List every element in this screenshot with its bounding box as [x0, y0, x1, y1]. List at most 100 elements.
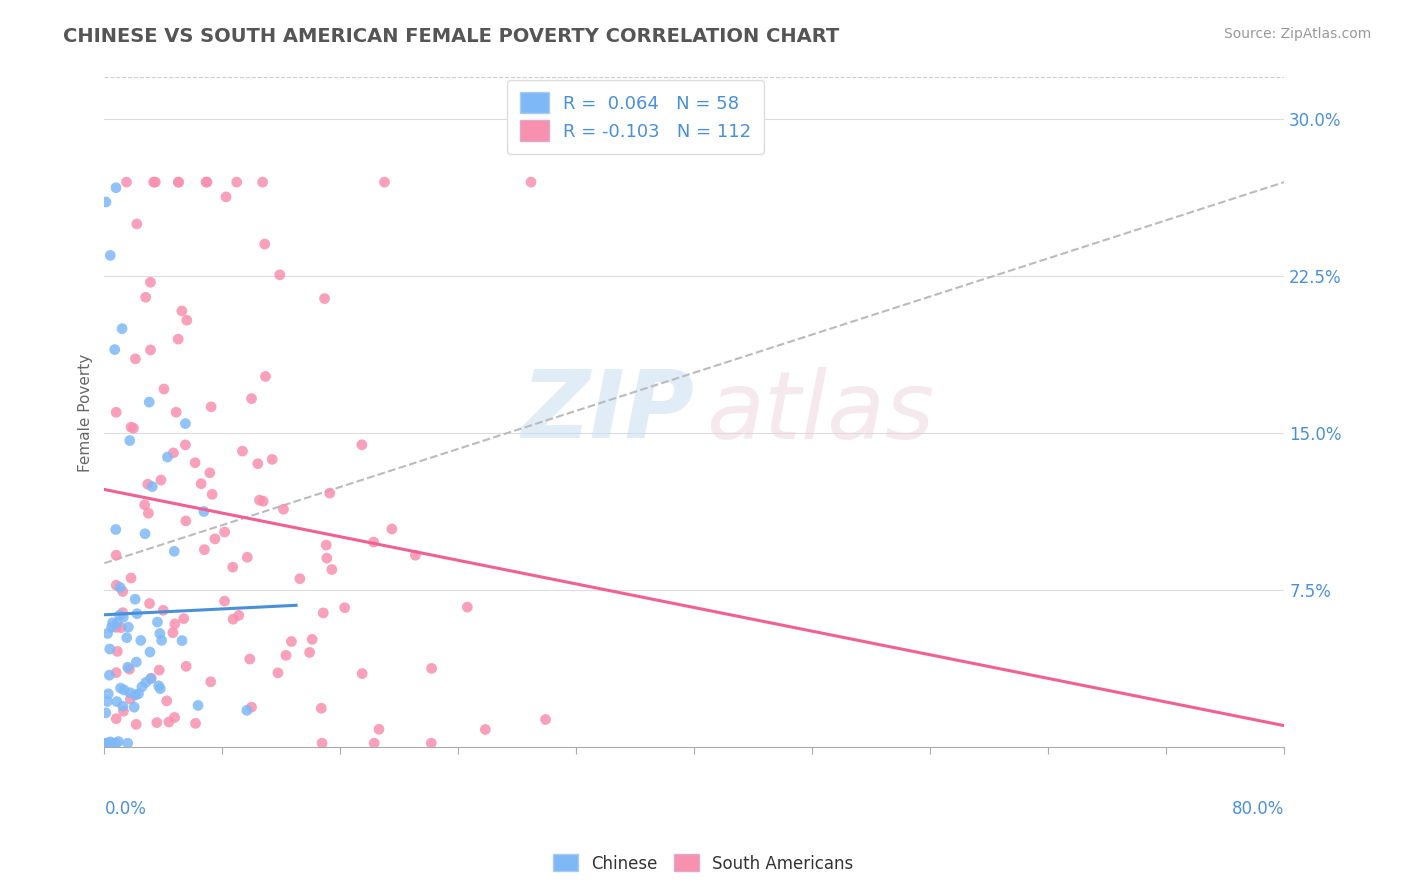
- Y-axis label: Female Poverty: Female Poverty: [79, 353, 93, 472]
- Point: [115, 175, 138, 189]
- Point: [118, 662, 141, 676]
- Point: [138, 597, 160, 611]
- Point: [120, 686, 142, 700]
- Point: [149, 626, 172, 640]
- Point: [273, 502, 295, 516]
- Point: [101, 615, 124, 630]
- Point: [269, 268, 291, 282]
- Point: [267, 665, 290, 680]
- Point: [141, 480, 163, 494]
- Point: [363, 736, 385, 750]
- Point: [120, 420, 142, 434]
- Point: [124, 592, 146, 607]
- Point: [97, 687, 120, 701]
- Point: [96, 694, 118, 708]
- Point: [187, 698, 209, 713]
- Point: [105, 620, 128, 634]
- Point: [301, 632, 323, 647]
- Point: [122, 700, 145, 714]
- Point: [163, 710, 186, 724]
- Point: [239, 652, 262, 666]
- Point: [122, 421, 145, 435]
- Point: [97, 626, 120, 640]
- Point: [120, 571, 142, 585]
- Point: [288, 572, 311, 586]
- Point: [108, 608, 131, 623]
- Point: [204, 532, 226, 546]
- Point: [198, 466, 221, 480]
- Point: [98, 668, 121, 682]
- Text: Source: ZipAtlas.com: Source: ZipAtlas.com: [1223, 27, 1371, 41]
- Point: [167, 175, 190, 189]
- Point: [148, 679, 170, 693]
- Point: [125, 607, 148, 621]
- Point: [240, 392, 263, 406]
- Point: [117, 620, 139, 634]
- Point: [314, 292, 336, 306]
- Point: [236, 550, 259, 565]
- Point: [195, 175, 218, 189]
- Point: [311, 701, 333, 715]
- Point: [520, 175, 543, 189]
- Point: [111, 606, 134, 620]
- Point: [240, 700, 263, 714]
- Text: CHINESE VS SOUTH AMERICAN FEMALE POVERTY CORRELATION CHART: CHINESE VS SOUTH AMERICAN FEMALE POVERTY…: [63, 27, 839, 45]
- Point: [381, 522, 404, 536]
- Point: [117, 736, 139, 750]
- Point: [104, 180, 127, 194]
- Point: [236, 703, 259, 717]
- Point: [149, 681, 172, 696]
- Point: [162, 625, 184, 640]
- Point: [174, 514, 197, 528]
- Point: [146, 715, 169, 730]
- Point: [94, 706, 117, 720]
- Point: [170, 633, 193, 648]
- Point: [111, 699, 134, 714]
- Point: [134, 498, 156, 512]
- Point: [105, 665, 128, 680]
- Text: ZIP: ZIP: [522, 367, 695, 458]
- Point: [104, 343, 127, 357]
- Point: [110, 681, 132, 695]
- Point: [125, 217, 148, 231]
- Point: [149, 473, 172, 487]
- Point: [110, 621, 132, 635]
- Point: [94, 194, 117, 209]
- Point: [111, 584, 134, 599]
- Point: [120, 692, 142, 706]
- Point: [315, 538, 337, 552]
- Point: [150, 633, 173, 648]
- Point: [262, 452, 284, 467]
- Point: [174, 417, 197, 431]
- Point: [125, 717, 148, 731]
- Point: [173, 612, 195, 626]
- Point: [112, 704, 135, 718]
- Point: [94, 736, 117, 750]
- Point: [124, 351, 146, 366]
- Point: [200, 400, 222, 414]
- Point: [139, 275, 162, 289]
- Point: [125, 655, 148, 669]
- Point: [105, 548, 128, 562]
- Point: [298, 645, 321, 659]
- Point: [134, 526, 156, 541]
- Point: [246, 457, 269, 471]
- Point: [105, 615, 128, 630]
- Point: [143, 175, 166, 189]
- Point: [135, 290, 157, 304]
- Point: [225, 175, 247, 189]
- Point: [249, 493, 271, 508]
- Point: [98, 736, 121, 750]
- Point: [146, 615, 169, 629]
- Point: [138, 506, 160, 520]
- Point: [165, 405, 187, 419]
- Point: [190, 476, 212, 491]
- Point: [112, 683, 135, 698]
- Point: [105, 405, 128, 419]
- Point: [107, 734, 129, 748]
- Point: [193, 504, 215, 518]
- Point: [104, 523, 127, 537]
- Legend: Chinese, South Americans: Chinese, South Americans: [546, 847, 860, 880]
- Point: [373, 175, 395, 189]
- Text: atlas: atlas: [706, 367, 935, 458]
